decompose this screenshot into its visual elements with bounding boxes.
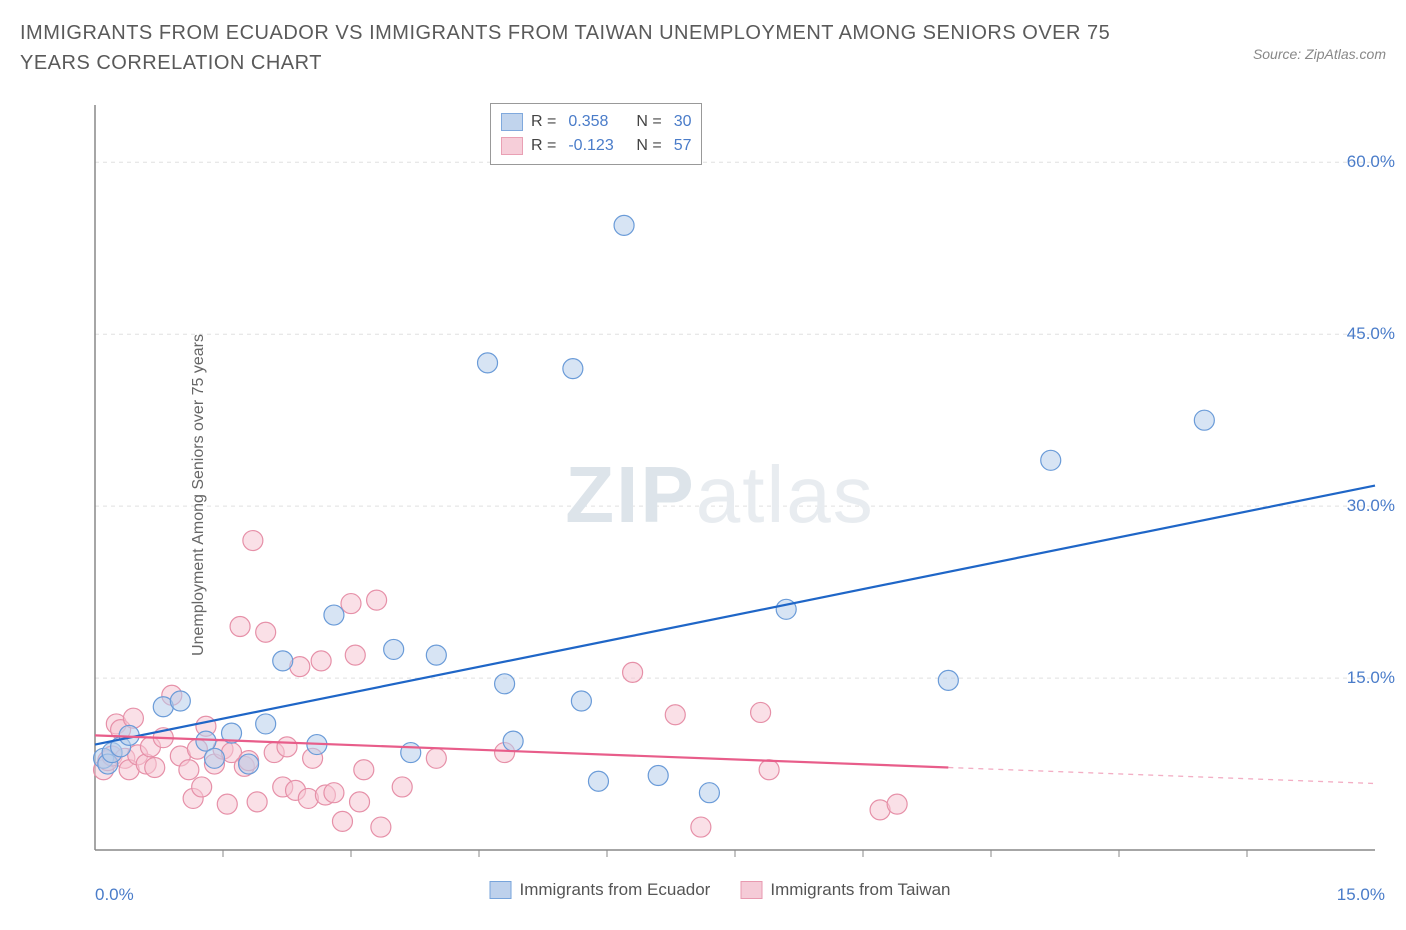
legend-r-value: 0.358: [568, 113, 628, 131]
legend-r-label: R =: [531, 137, 556, 155]
y-tick-label: 30.0%: [1347, 496, 1395, 516]
legend-row: R = -0.123 N = 57: [501, 134, 691, 158]
bottom-legend-item: Immigrants from Ecuador: [490, 880, 711, 900]
y-axis-label: Unemployment Among Seniors over 75 years: [190, 334, 208, 656]
x-axis-min-label: 0.0%: [95, 885, 134, 905]
chart-area: Unemployment Among Seniors over 75 years…: [50, 95, 1390, 895]
legend-swatch-icon: [501, 137, 523, 155]
source-attribution: Source: ZipAtlas.com: [1253, 46, 1386, 62]
y-tick-label: 60.0%: [1347, 152, 1395, 172]
bottom-legend-item: Immigrants from Taiwan: [740, 880, 950, 900]
legend-swatch-icon: [740, 881, 762, 899]
legend-n-label: N =: [636, 137, 661, 155]
legend-r-label: R =: [531, 113, 556, 131]
correlation-legend: R = 0.358 N = 30 R = -0.123 N = 57: [490, 103, 702, 165]
legend-n-value: 57: [674, 137, 692, 155]
legend-swatch-icon: [501, 113, 523, 131]
x-axis-max-label: 15.0%: [1337, 885, 1385, 905]
y-tick-label: 15.0%: [1347, 668, 1395, 688]
scatter-chart-svg: [50, 95, 1390, 895]
legend-row: R = 0.358 N = 30: [501, 110, 691, 134]
legend-r-value: -0.123: [568, 137, 628, 155]
legend-swatch-icon: [490, 881, 512, 899]
series-name: Immigrants from Ecuador: [520, 880, 711, 900]
y-tick-label: 45.0%: [1347, 324, 1395, 344]
title-bar: IMMIGRANTS FROM ECUADOR VS IMMIGRANTS FR…: [0, 0, 1406, 88]
series-name: Immigrants from Taiwan: [770, 880, 950, 900]
chart-title: IMMIGRANTS FROM ECUADOR VS IMMIGRANTS FR…: [20, 18, 1120, 78]
series-legend: Immigrants from Ecuador Immigrants from T…: [490, 880, 951, 900]
legend-n-value: 30: [674, 113, 692, 131]
legend-n-label: N =: [636, 113, 661, 131]
